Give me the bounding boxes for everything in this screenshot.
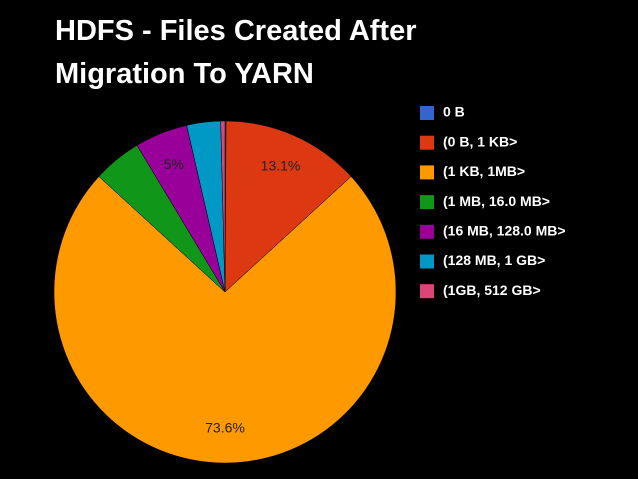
chart-title: HDFS - Files Created After (55, 15, 417, 47)
chart-title: Migration To YARN (55, 58, 314, 90)
legend-swatch (420, 224, 434, 239)
value-label: 5% (164, 156, 184, 172)
legend-swatch (420, 106, 434, 120)
legend-swatch (420, 195, 434, 210)
legend-swatch (420, 254, 434, 269)
pie-slice (220, 120, 226, 293)
legend-label: (1 KB, 1MB> (443, 163, 525, 179)
legend-swatch (420, 135, 434, 150)
value-label: 13.1% (261, 158, 301, 174)
pie-slice (224, 120, 352, 293)
legend-label: (128 MB, 1 GB> (443, 252, 545, 268)
legend-label: 0 B (443, 104, 465, 120)
legend-label: (1 MB, 16.0 MB> (443, 193, 550, 209)
legend-label: (1GB, 512 GB> (443, 282, 541, 298)
legend-label: (0 B, 1 KB> (443, 133, 517, 149)
legend-swatch (420, 165, 434, 180)
legend-swatch (420, 284, 434, 299)
pie-slice (53, 176, 397, 464)
value-label: 73.6% (205, 420, 245, 436)
legend-label: (16 MB, 128.0 MB> (443, 223, 566, 239)
